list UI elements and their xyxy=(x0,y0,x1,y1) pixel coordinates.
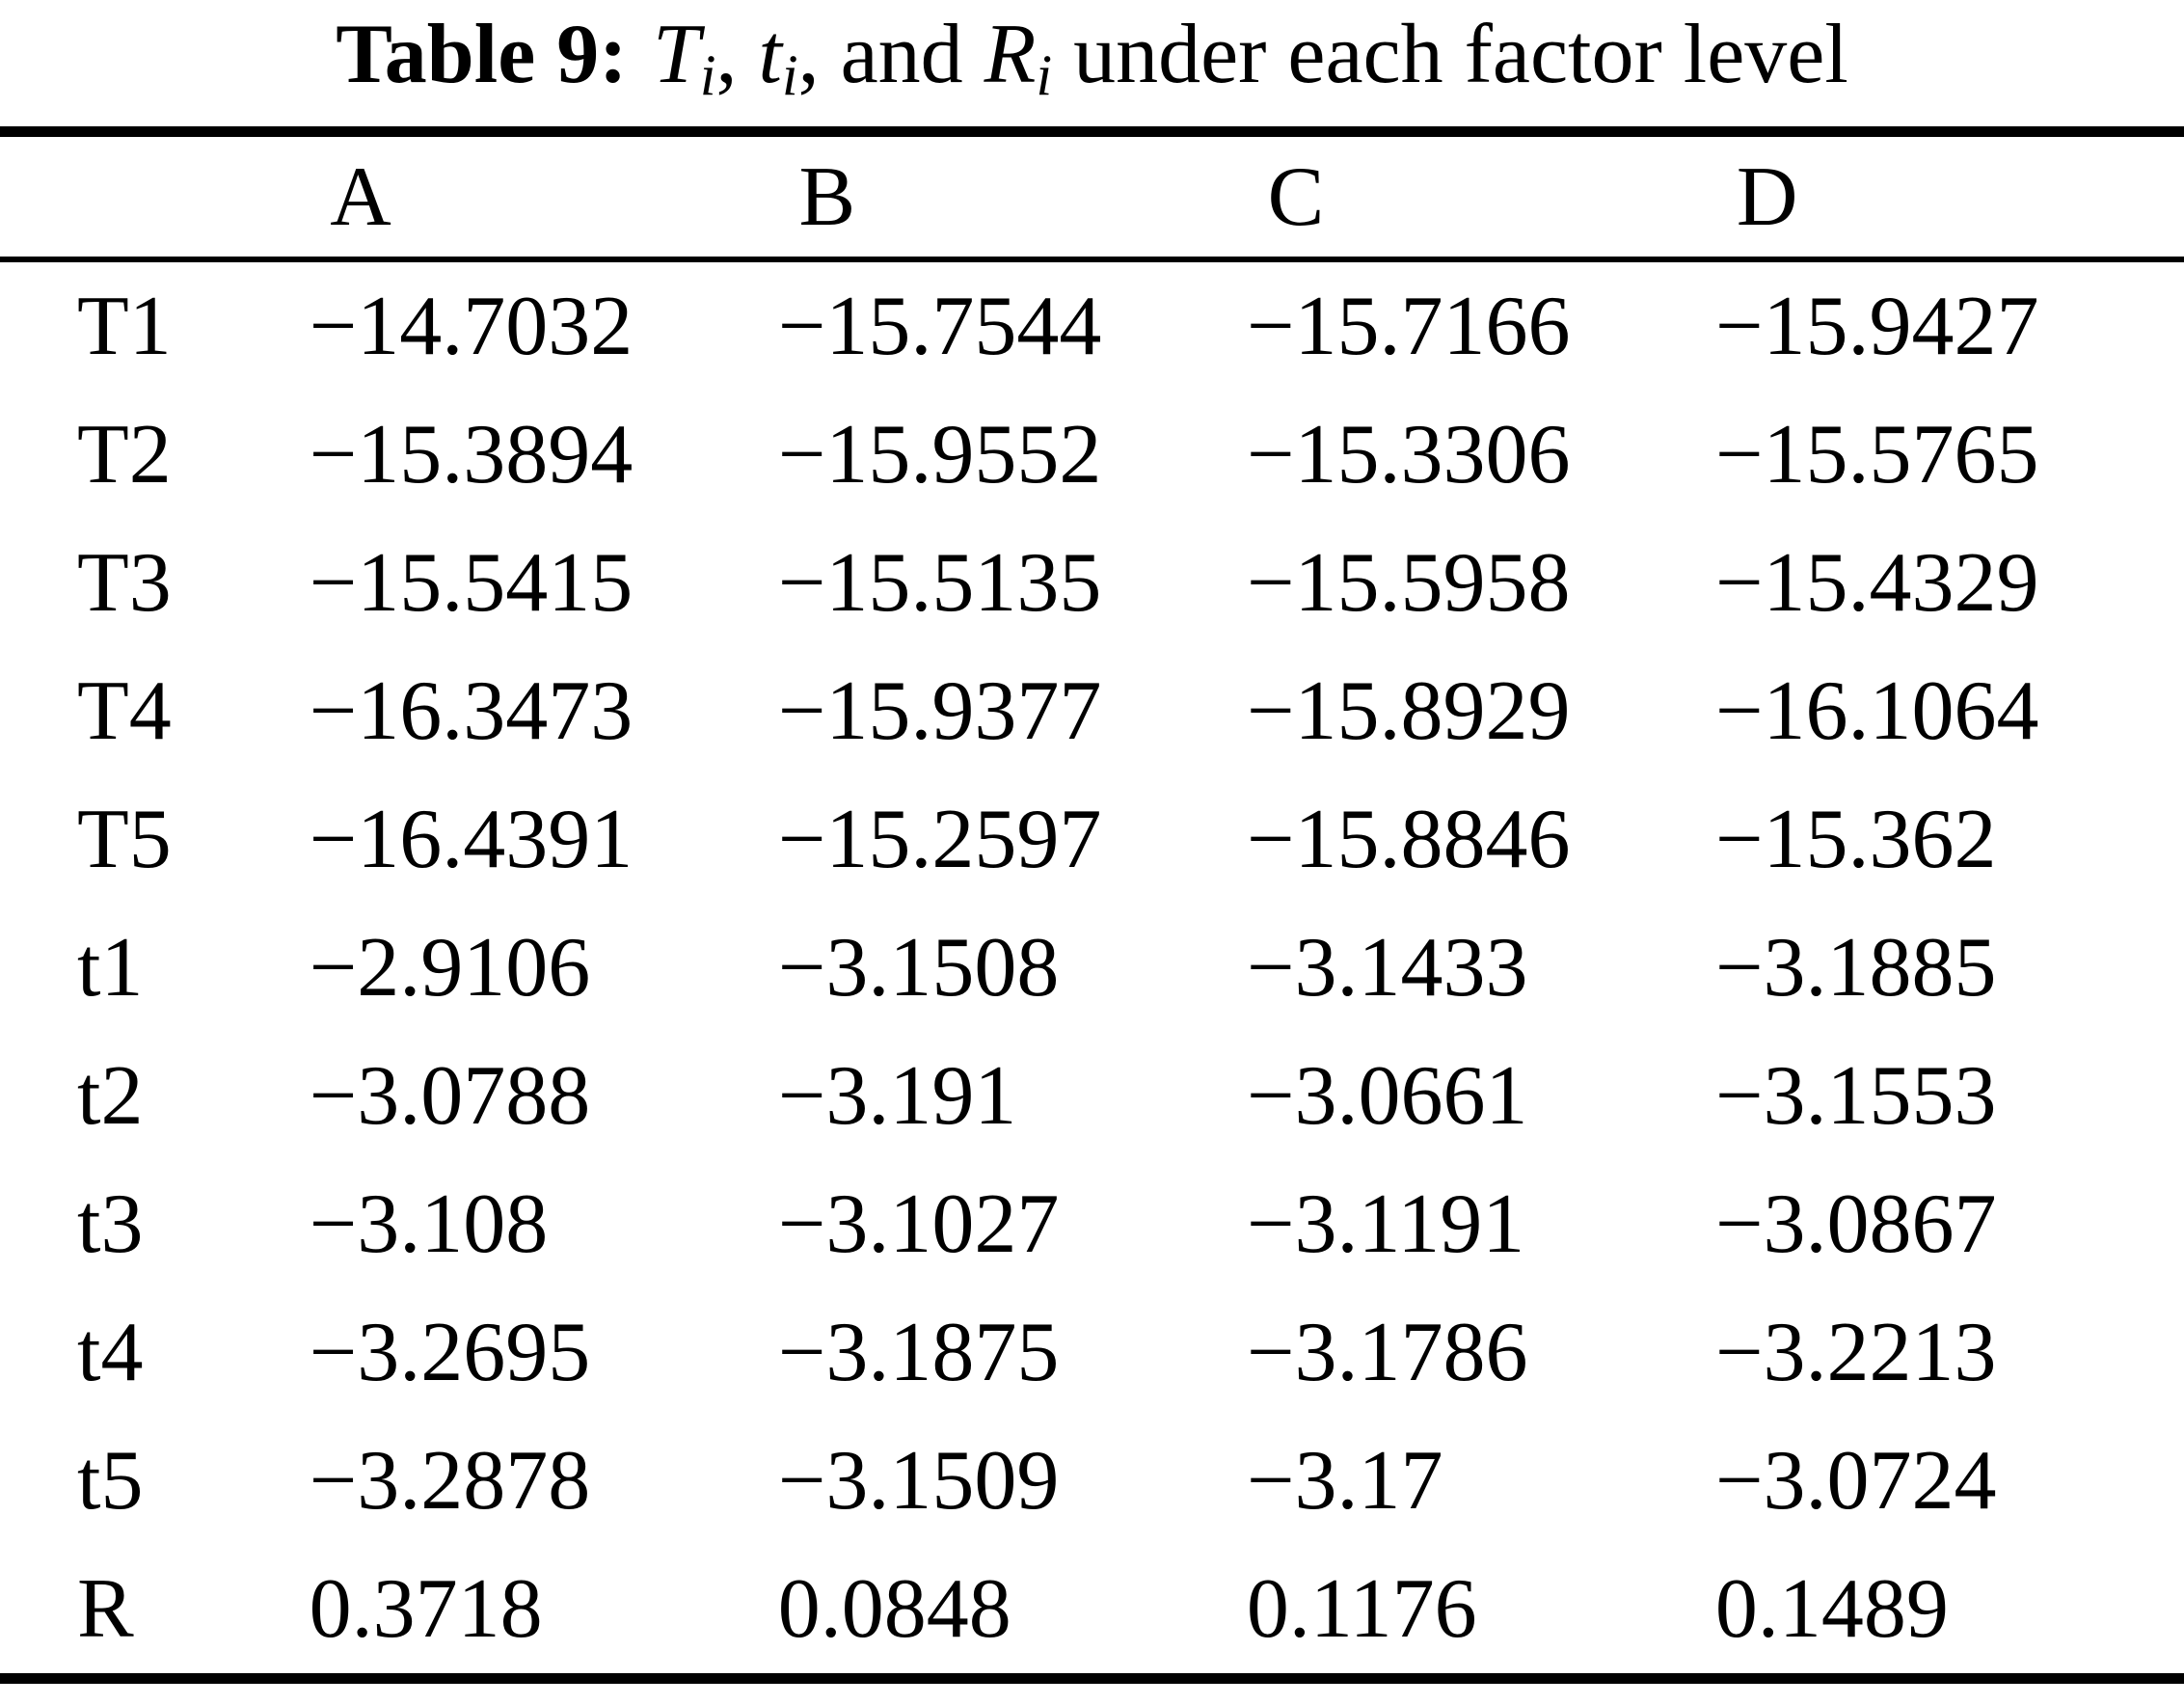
table-row: T4 −16.3473 −15.9377 −15.8929 −16.1064 xyxy=(0,647,2184,775)
table-cell: −16.1064 xyxy=(1714,664,2039,758)
table-cell: −15.5415 xyxy=(309,536,634,630)
table-cell: 0.0848 xyxy=(777,1562,1011,1656)
caption-sub-i-3: i xyxy=(1036,43,1053,108)
table-cell: −16.3473 xyxy=(309,664,634,758)
column-header-C: C xyxy=(1267,149,1325,244)
row-label: t4 xyxy=(77,1306,144,1399)
table-cell: −15.7544 xyxy=(777,280,1102,373)
table-row: t2 −3.0788 −3.191 −3.0661 −3.1553 xyxy=(0,1032,2184,1160)
column-header-D: D xyxy=(1736,149,1798,244)
row-label: T3 xyxy=(77,536,172,630)
table-cell: −15.7166 xyxy=(1246,280,1571,373)
table-cell: −3.191 xyxy=(777,1049,1017,1143)
caption-number: Table 9: xyxy=(336,8,628,101)
table-cell: −15.9377 xyxy=(777,664,1102,758)
row-label: T4 xyxy=(77,664,172,758)
row-label: T5 xyxy=(77,793,172,886)
row-label: t3 xyxy=(77,1177,144,1271)
table-cell: −15.3306 xyxy=(1246,408,1571,501)
table-cell: −3.1553 xyxy=(1714,1049,1997,1143)
table-cell: −15.5135 xyxy=(777,536,1102,630)
table-cell: −15.3894 xyxy=(309,408,634,501)
table-cell: −15.9427 xyxy=(1714,280,2039,373)
table-cell: 0.3718 xyxy=(309,1562,543,1656)
caption-sub-i-2: i xyxy=(781,43,798,108)
table-cell: −15.5958 xyxy=(1246,536,1571,630)
table-cell: −16.4391 xyxy=(309,793,634,886)
table-cell: −3.0788 xyxy=(309,1049,591,1143)
table-cell: 0.1176 xyxy=(1246,1562,1477,1656)
table-cell: −3.17 xyxy=(1246,1434,1443,1528)
table-row: t5 −3.2878 −3.1509 −3.17 −3.0724 xyxy=(0,1417,2184,1545)
table-cell: −3.108 xyxy=(309,1177,549,1271)
table-row: t4 −3.2695 −3.1875 −3.1786 −3.2213 xyxy=(0,1288,2184,1417)
table-cell: −3.0724 xyxy=(1714,1434,1997,1528)
table-cell: −3.1786 xyxy=(1246,1306,1528,1399)
table-cell: −15.8846 xyxy=(1246,793,1571,886)
caption-suffix: under each factor level xyxy=(1052,8,1848,101)
column-header-A: A xyxy=(330,149,391,244)
table-cell: −3.1509 xyxy=(777,1434,1060,1528)
table-cell: −15.362 xyxy=(1714,793,1997,886)
column-header-B: B xyxy=(798,149,856,244)
table-header-row: A B C D xyxy=(0,137,2184,257)
table-row: T3 −15.5415 −15.5135 −15.5958 −15.4329 xyxy=(0,519,2184,647)
table-cell: −15.8929 xyxy=(1246,664,1571,758)
table-row: T5 −16.4391 −15.2597 −15.8846 −15.362 xyxy=(0,775,2184,904)
table-cell: −3.0867 xyxy=(1714,1177,1997,1271)
table-cell: 0.1489 xyxy=(1714,1562,1949,1656)
table-cell: −3.1508 xyxy=(777,921,1060,1015)
table-cell: −3.1191 xyxy=(1246,1177,1525,1271)
row-label: t2 xyxy=(77,1049,144,1143)
row-label: T1 xyxy=(77,280,172,373)
table-row: t3 −3.108 −3.1027 −3.1191 −3.0867 xyxy=(0,1160,2184,1288)
table-cell: −3.0661 xyxy=(1246,1049,1528,1143)
table-cell: −15.4329 xyxy=(1714,536,2039,630)
caption-var-R: R xyxy=(984,8,1037,101)
table-cell: −15.5765 xyxy=(1714,408,2039,501)
row-label: t1 xyxy=(77,921,144,1015)
table-cell: −3.2878 xyxy=(309,1434,591,1528)
table-cell: −3.2213 xyxy=(1714,1306,1997,1399)
table-row: T1 −14.7032 −15.7544 −15.7166 −15.9427 xyxy=(0,262,2184,391)
table-rule-header xyxy=(0,257,2184,262)
table-cell: −3.1027 xyxy=(777,1177,1060,1271)
table-cell: −3.1875 xyxy=(777,1306,1060,1399)
row-label: T2 xyxy=(77,408,172,501)
row-label: t5 xyxy=(77,1434,144,1528)
table-cell: −15.2597 xyxy=(777,793,1102,886)
table-cell: −14.7032 xyxy=(309,280,634,373)
caption-sep-2: , and xyxy=(797,8,984,101)
table-caption: Table 9: Ti, ti, and Ri under each factor… xyxy=(0,0,2184,126)
table-rule-bottom xyxy=(0,1673,2184,1684)
table-cell: −2.9106 xyxy=(309,921,591,1015)
table-cell: −3.2695 xyxy=(309,1306,591,1399)
row-label: R xyxy=(77,1562,134,1656)
table-cell: −3.1433 xyxy=(1246,921,1528,1015)
table-body: T1 −14.7032 −15.7544 −15.7166 −15.9427 T… xyxy=(0,262,2184,1673)
caption-var-T: T xyxy=(652,8,700,101)
caption-sep-1: , xyxy=(715,8,759,101)
table-cell: −3.1885 xyxy=(1714,921,1997,1015)
table-rule-top xyxy=(0,126,2184,137)
caption-var-t: t xyxy=(758,8,782,101)
caption-sub-i-1: i xyxy=(699,43,716,108)
table-row: R 0.3718 0.0848 0.1176 0.1489 xyxy=(0,1545,2184,1673)
table-row: T2 −15.3894 −15.9552 −15.3306 −15.5765 xyxy=(0,391,2184,519)
table-row: t1 −2.9106 −3.1508 −3.1433 −3.1885 xyxy=(0,904,2184,1032)
table-cell: −15.9552 xyxy=(777,408,1102,501)
